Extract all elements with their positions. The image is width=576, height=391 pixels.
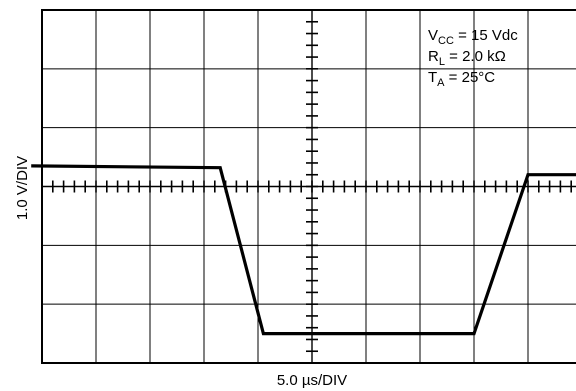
condition-vcc: VCC = 15 Vdc [428, 27, 518, 47]
y-axis-label: 1.0 V/DIV [14, 156, 31, 220]
x-axis-label: 5.0 µs/DIV [277, 372, 347, 389]
waveform-trace [31, 164, 576, 336]
condition-rl: RL = 2.0 kΩ [428, 48, 506, 68]
graticule-ticks [41, 9, 573, 364]
test-conditions: VCC = 15 Vdc RL = 2.0 kΩ TA = 25°C [428, 27, 518, 89]
condition-ta: TA = 25°C [428, 69, 495, 89]
plot-frame [41, 9, 576, 364]
